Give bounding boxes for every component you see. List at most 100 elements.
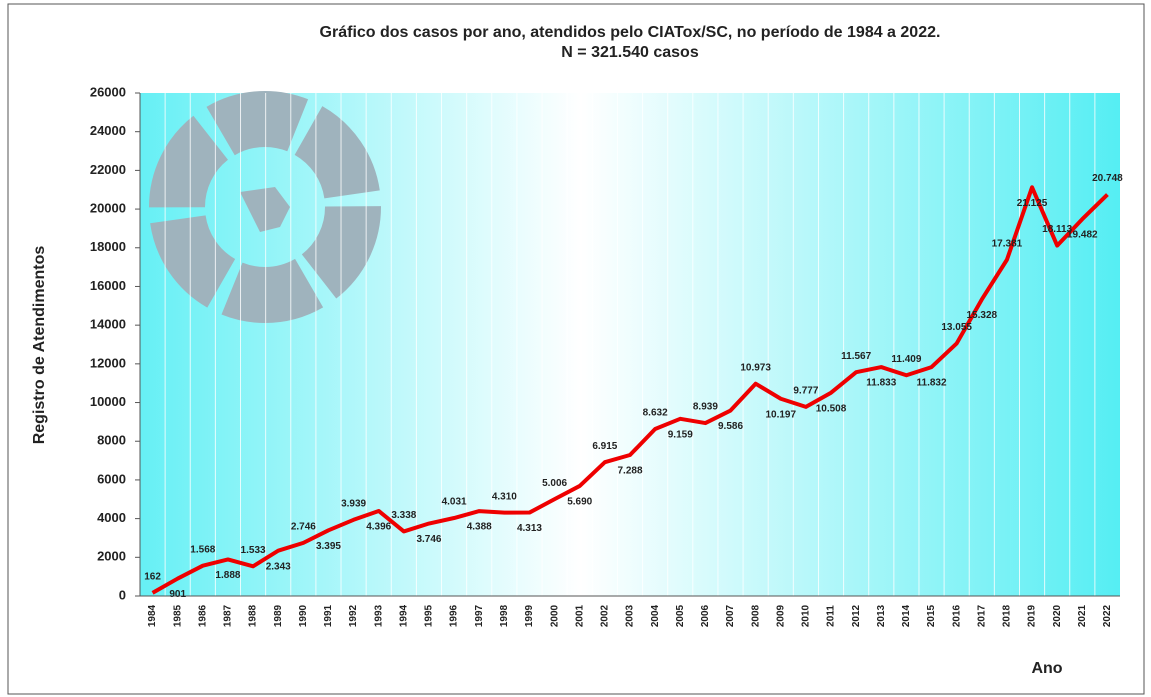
x-tick-label: 2017 (976, 604, 987, 627)
x-tick-label: 1990 (298, 604, 309, 627)
y-tick-label: 6000 (97, 471, 126, 486)
data-line (151, 185, 1109, 595)
x-tick-label: 2007 (725, 604, 736, 627)
y-tick-label: 18000 (90, 239, 126, 254)
x-tick-label: 2020 (1052, 604, 1063, 627)
value-label: 4.388 (467, 522, 492, 533)
x-tick-label: 2019 (1027, 604, 1038, 627)
value-label: 11.833 (866, 378, 896, 389)
value-label: 4.313 (517, 523, 542, 534)
y-tick-label: 16000 (90, 278, 126, 293)
x-tick-label: 1999 (524, 604, 535, 627)
chart-title: Gráfico dos casos por ano, atendidos pel… (320, 24, 941, 41)
x-tick-label: 1989 (273, 604, 284, 627)
y-tick-label: 2000 (97, 549, 126, 564)
value-label: 21.125 (1017, 198, 1048, 209)
y-tick-label: 12000 (90, 355, 126, 370)
x-tick-label: 1985 (172, 604, 183, 627)
value-label: 4.396 (366, 522, 391, 533)
x-tick-label: 1997 (474, 604, 485, 627)
x-tick-label: 1992 (348, 604, 359, 627)
x-tick-label: 2003 (625, 604, 636, 627)
value-label: 11.409 (891, 354, 921, 365)
y-tick-label: 14000 (90, 317, 126, 332)
y-tick-label: 20000 (90, 201, 126, 216)
frame (7, 3, 1145, 695)
value-label: 3.395 (316, 541, 341, 552)
value-label: 1.568 (190, 544, 215, 555)
x-tick-label: 1984 (147, 604, 158, 627)
value-label: 1.533 (241, 545, 266, 556)
x-tick-label: 2001 (574, 604, 585, 627)
x-tick-label: 2013 (876, 604, 887, 627)
value-label: 7.288 (617, 466, 642, 477)
y-tick-label: 22000 (90, 162, 126, 177)
x-tick-label: 2008 (750, 604, 761, 627)
x-tick-label: 2006 (700, 604, 711, 627)
x-tick-label: 2015 (926, 604, 937, 627)
x-tick-label: 1998 (499, 604, 510, 627)
value-label: 20.748 (1092, 173, 1123, 184)
x-tick-label: 1986 (197, 604, 208, 627)
y-tick-label: 10000 (90, 394, 126, 409)
value-label: 10.197 (765, 409, 796, 420)
value-label: 9.159 (668, 429, 693, 440)
value-label: 2.343 (266, 561, 291, 572)
value-label: 15.328 (966, 310, 997, 321)
x-tick-label: 2011 (826, 605, 837, 627)
value-label: 3.338 (391, 510, 416, 521)
x-tick-label: 1996 (449, 604, 460, 627)
x-tick-label: 1993 (373, 604, 384, 627)
value-label: 11.567 (841, 351, 871, 362)
x-tick-label: 2009 (775, 604, 786, 627)
x-tick-label: 2012 (851, 604, 862, 627)
value-label: 5.690 (567, 497, 592, 508)
value-label: 2.746 (291, 522, 316, 533)
value-label: 3.746 (416, 534, 441, 545)
value-label: 4.310 (492, 491, 517, 502)
x-tick-label: 2005 (675, 604, 686, 627)
x-tick-label: 2002 (600, 604, 611, 627)
value-label: 3.939 (341, 498, 366, 509)
value-label: 1.888 (215, 570, 240, 581)
value-label: 9.586 (718, 421, 743, 432)
value-label: 9.777 (793, 385, 818, 396)
value-label: 8.632 (643, 408, 668, 419)
y-tick-label: 26000 (90, 84, 126, 99)
y-axis-label: Registro de Atendimentos (31, 246, 48, 445)
x-axis-label: Ano (1031, 660, 1062, 677)
x-tick-label: 2022 (1102, 604, 1113, 627)
value-label: 13.055 (941, 322, 972, 333)
chart-subtitle: N = 321.540 casos (561, 44, 699, 61)
y-tick-label: 24000 (90, 123, 126, 138)
x-tick-label: 2010 (801, 604, 812, 627)
y-tick-label: 4000 (97, 510, 126, 525)
value-label: 18.113 (1042, 224, 1072, 235)
x-tick-label: 1994 (398, 604, 409, 627)
value-label: 10.973 (740, 362, 771, 373)
value-label: 19.482 (1067, 230, 1098, 241)
x-tick-label: 2000 (549, 604, 560, 627)
y-tick-label: 0 (119, 587, 126, 602)
x-tick-label: 2021 (1077, 604, 1088, 627)
x-tick-label: 2016 (951, 604, 962, 627)
x-tick-label: 2014 (901, 604, 912, 627)
x-tick-label: 1991 (323, 604, 334, 627)
x-tick-label: 2004 (650, 604, 661, 627)
logo (149, 91, 381, 323)
x-tick-label: 2018 (1002, 604, 1013, 627)
x-tick-label: 1988 (248, 604, 259, 627)
x-tick-label: 1987 (223, 604, 234, 627)
x-tick-label: 1995 (424, 604, 435, 627)
value-label: 17.381 (992, 238, 1023, 249)
y-tick-label: 8000 (97, 433, 126, 448)
value-label: 8.939 (693, 402, 718, 413)
value-label: 162 (144, 572, 161, 583)
value-label: 6.915 (592, 441, 617, 452)
value-label: 4.031 (442, 497, 467, 508)
value-label: 10.508 (816, 403, 847, 414)
value-label: 5.006 (542, 478, 567, 489)
plot-area (140, 93, 1120, 596)
value-label: 901 (169, 589, 186, 600)
